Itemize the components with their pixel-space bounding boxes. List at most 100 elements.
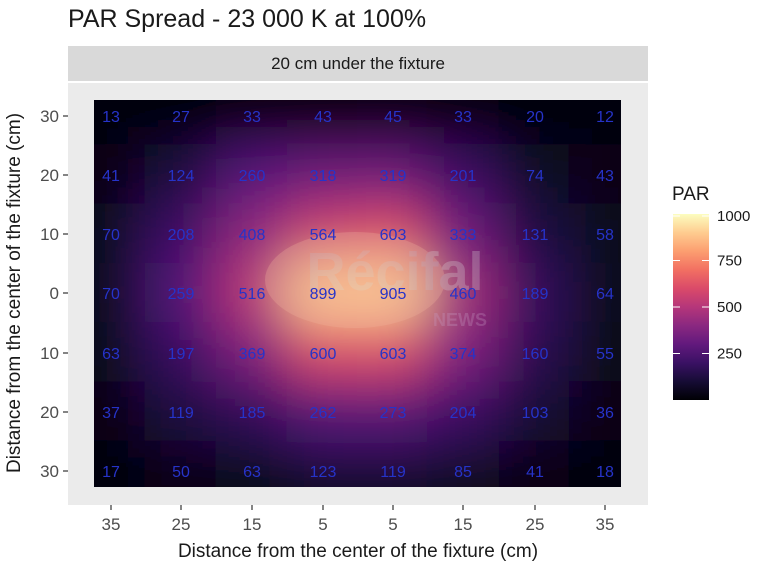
data-label: 899 xyxy=(310,286,337,303)
heat-cell xyxy=(498,262,572,324)
heat-cell xyxy=(94,381,148,443)
data-label: 12 xyxy=(596,109,614,126)
data-label: 18 xyxy=(596,464,614,481)
heat-cell xyxy=(94,203,148,265)
legend-tick-label: 250 xyxy=(717,346,742,363)
legend-title: PAR xyxy=(672,184,710,205)
y-tick-label: 20 xyxy=(40,166,59,185)
data-label: 64 xyxy=(596,286,614,303)
data-label: 27 xyxy=(172,109,190,126)
heat-cell xyxy=(215,322,289,384)
heat-cell xyxy=(144,100,218,147)
heat-cell xyxy=(356,381,430,443)
heat-cell xyxy=(568,100,621,147)
data-label: 319 xyxy=(380,168,407,185)
x-tick-label: 5 xyxy=(388,515,397,534)
heat-cell xyxy=(144,262,218,324)
heat-cell xyxy=(356,144,430,206)
legend-tick-label: 750 xyxy=(717,253,742,270)
legend-tick-label: 1000 xyxy=(717,208,750,225)
heat-cell xyxy=(215,100,289,147)
heat-cell xyxy=(426,440,500,487)
x-tick-label: 5 xyxy=(318,515,327,534)
heat-cell xyxy=(426,262,500,324)
heat-cell xyxy=(356,322,430,384)
heat-cell xyxy=(568,440,621,487)
data-label: 516 xyxy=(239,286,266,303)
y-tick-label: 10 xyxy=(40,225,59,244)
heat-cell xyxy=(286,262,360,324)
data-label: 204 xyxy=(450,405,477,422)
heat-cell xyxy=(144,381,218,443)
data-label: 564 xyxy=(310,227,337,244)
data-label: 74 xyxy=(526,168,544,185)
data-label: 603 xyxy=(380,346,407,363)
data-label: 63 xyxy=(243,464,261,481)
data-label: 408 xyxy=(239,227,266,244)
heat-cell xyxy=(568,262,621,324)
heat-cell xyxy=(94,262,148,324)
data-label: 36 xyxy=(596,405,614,422)
data-label: 70 xyxy=(102,227,120,244)
watermark-text: Récifal xyxy=(306,242,483,302)
data-label: 55 xyxy=(596,346,614,363)
data-label: 41 xyxy=(102,168,120,185)
data-label: 318 xyxy=(310,168,337,185)
watermark: Récifal NEWS xyxy=(265,232,487,330)
data-label: 600 xyxy=(310,346,337,363)
heat-cell xyxy=(568,322,621,384)
heat-cell xyxy=(286,381,360,443)
data-label: 33 xyxy=(243,109,261,126)
x-axis: 35 25 15 5 5 15 25 35 xyxy=(102,505,615,534)
data-label: 124 xyxy=(168,168,195,185)
y-tick-label: 10 xyxy=(40,344,59,363)
x-tick-label: 25 xyxy=(526,515,545,534)
facet-strip xyxy=(68,46,648,81)
heat-cell xyxy=(215,381,289,443)
y-axis: 30 20 10 0 10 20 30 xyxy=(40,107,68,481)
x-tick-label: 15 xyxy=(243,515,262,534)
x-tick-label: 15 xyxy=(454,515,473,534)
data-label: 603 xyxy=(380,227,407,244)
heat-cell xyxy=(286,100,360,147)
heat-cell xyxy=(356,203,430,265)
data-label: 369 xyxy=(239,346,266,363)
x-tick-label: 35 xyxy=(102,515,121,534)
data-label: 17 xyxy=(102,464,120,481)
data-label: 197 xyxy=(168,346,195,363)
legend: PAR 250 500 750 1000 xyxy=(672,184,750,400)
value-labels: 13 27 33 43 45 33 20 12 41 124 260 318 319 201 74 43 70 2… xyxy=(102,109,614,481)
facet-label: 20 cm under the fixture xyxy=(271,54,445,73)
data-label: 259 xyxy=(168,286,195,303)
y-tick-label: 20 xyxy=(40,403,59,422)
heat-cell xyxy=(215,144,289,206)
data-label: 37 xyxy=(102,405,120,422)
heat-cell xyxy=(426,203,500,265)
data-label: 13 xyxy=(102,109,120,126)
heat-cell xyxy=(356,262,430,324)
data-label: 374 xyxy=(450,346,477,363)
heat-cell xyxy=(426,381,500,443)
data-label: 41 xyxy=(526,464,544,481)
heat-cell xyxy=(498,100,572,147)
heat-cell xyxy=(498,144,572,206)
data-label: 45 xyxy=(384,109,402,126)
heat-cell xyxy=(498,322,572,384)
heat-cell xyxy=(568,381,621,443)
heat-cell xyxy=(498,440,572,487)
data-label: 63 xyxy=(102,346,120,363)
data-label: 260 xyxy=(239,168,266,185)
data-label: 119 xyxy=(380,464,406,481)
data-label: 208 xyxy=(168,227,195,244)
heat-cell xyxy=(94,440,148,487)
data-label: 103 xyxy=(522,405,549,422)
heat-cell xyxy=(568,203,621,265)
data-label: 201 xyxy=(450,168,477,185)
legend-tick-label: 500 xyxy=(717,299,742,316)
heat-cell xyxy=(94,144,148,206)
heat-cell xyxy=(144,203,218,265)
data-label: 33 xyxy=(454,109,472,126)
x-tick-label: 35 xyxy=(596,515,615,534)
heatmap-surface xyxy=(94,100,621,487)
data-label: 262 xyxy=(310,405,337,422)
